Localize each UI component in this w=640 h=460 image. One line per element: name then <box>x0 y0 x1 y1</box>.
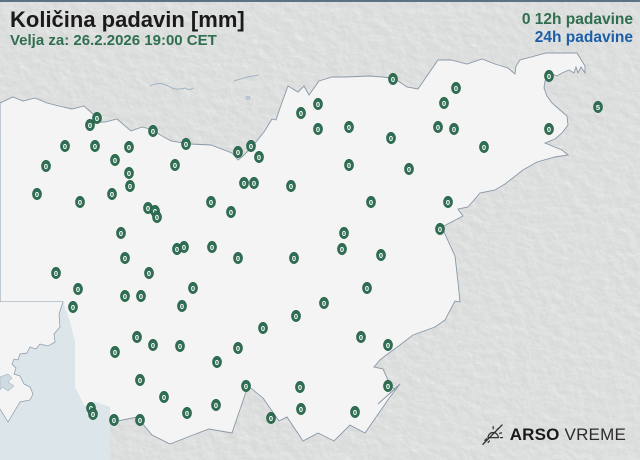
svg-text:0: 0 <box>127 143 131 152</box>
svg-text:0: 0 <box>110 189 114 198</box>
svg-text:0: 0 <box>340 244 344 253</box>
svg-text:0: 0 <box>128 182 132 191</box>
svg-text:0: 0 <box>358 333 362 342</box>
svg-text:0: 0 <box>151 127 155 136</box>
svg-text:0: 0 <box>88 120 92 129</box>
svg-text:0: 0 <box>388 133 392 142</box>
svg-text:0: 0 <box>386 381 390 390</box>
svg-text:0: 0 <box>93 141 97 150</box>
svg-text:0: 0 <box>71 303 75 312</box>
svg-text:0: 0 <box>139 291 143 300</box>
svg-text:0: 0 <box>407 165 411 174</box>
svg-text:0: 0 <box>138 376 142 385</box>
svg-text:0: 0 <box>91 410 95 419</box>
svg-text:0: 0 <box>446 197 450 206</box>
svg-text:0: 0 <box>452 124 456 133</box>
svg-text:0: 0 <box>54 269 58 278</box>
svg-text:0: 0 <box>257 153 261 162</box>
svg-text:0: 0 <box>269 414 273 423</box>
svg-text:0: 0 <box>209 197 213 206</box>
svg-text:0: 0 <box>210 243 214 252</box>
svg-text:0: 0 <box>316 124 320 133</box>
svg-text:0: 0 <box>252 179 256 188</box>
svg-text:0: 0 <box>241 179 245 188</box>
svg-text:0: 0 <box>214 401 218 410</box>
svg-text:0: 0 <box>162 393 166 402</box>
svg-text:0: 0 <box>147 269 151 278</box>
svg-text:0: 0 <box>391 75 395 84</box>
svg-text:0: 0 <box>341 229 345 238</box>
svg-text:0: 0 <box>44 162 48 171</box>
svg-text:0: 0 <box>547 72 551 81</box>
svg-text:0: 0 <box>547 124 551 133</box>
svg-text:0: 0 <box>482 143 486 152</box>
svg-text:0: 0 <box>249 141 253 150</box>
svg-text:0: 0 <box>353 407 357 416</box>
svg-text:0: 0 <box>113 347 117 356</box>
svg-text:0: 0 <box>299 405 303 414</box>
svg-text:0: 0 <box>123 291 127 300</box>
svg-text:0: 0 <box>119 229 123 238</box>
svg-text:0: 0 <box>386 341 390 350</box>
svg-text:0: 0 <box>294 312 298 321</box>
svg-text:0: 0 <box>177 342 181 351</box>
svg-text:0: 0 <box>76 285 80 294</box>
svg-text:0: 0 <box>215 358 219 367</box>
svg-text:0: 0 <box>173 161 177 170</box>
svg-text:0: 0 <box>123 253 127 262</box>
svg-text:0: 0 <box>322 299 326 308</box>
svg-text:0: 0 <box>34 189 38 198</box>
svg-text:0: 0 <box>244 381 248 390</box>
svg-text:0: 0 <box>135 333 139 342</box>
svg-text:0: 0 <box>347 123 351 132</box>
svg-text:0: 0 <box>288 182 292 191</box>
svg-text:0: 0 <box>111 415 115 424</box>
svg-text:0: 0 <box>316 100 320 109</box>
svg-text:0: 0 <box>435 123 439 132</box>
svg-text:0: 0 <box>138 415 142 424</box>
svg-text:0: 0 <box>151 341 155 350</box>
svg-text:0: 0 <box>185 409 189 418</box>
svg-text:0: 0 <box>454 84 458 93</box>
svg-text:0: 0 <box>365 283 369 292</box>
svg-text:0: 0 <box>236 148 240 157</box>
svg-text:0: 0 <box>379 251 383 260</box>
svg-text:0: 0 <box>155 213 159 222</box>
svg-text:0: 0 <box>181 243 185 252</box>
svg-text:0: 0 <box>180 302 184 311</box>
svg-text:0: 0 <box>438 225 442 234</box>
svg-text:0: 0 <box>145 204 149 213</box>
svg-text:0: 0 <box>77 197 81 206</box>
svg-text:0: 0 <box>297 383 301 392</box>
svg-text:0: 0 <box>442 98 446 107</box>
svg-text:0: 0 <box>94 114 98 123</box>
svg-text:0: 0 <box>184 140 188 149</box>
svg-text:0: 0 <box>63 141 67 150</box>
svg-text:0: 0 <box>236 343 240 352</box>
svg-text:0: 0 <box>190 283 194 292</box>
svg-text:0: 0 <box>236 253 240 262</box>
svg-text:0: 0 <box>292 253 296 262</box>
svg-text:0: 0 <box>299 109 303 118</box>
svg-text:0: 0 <box>369 197 373 206</box>
svg-text:0: 0 <box>347 161 351 170</box>
svg-text:5: 5 <box>596 103 600 112</box>
svg-text:0: 0 <box>127 169 131 178</box>
svg-text:0: 0 <box>228 208 232 217</box>
svg-text:0: 0 <box>113 156 117 165</box>
svg-text:0: 0 <box>261 324 265 333</box>
